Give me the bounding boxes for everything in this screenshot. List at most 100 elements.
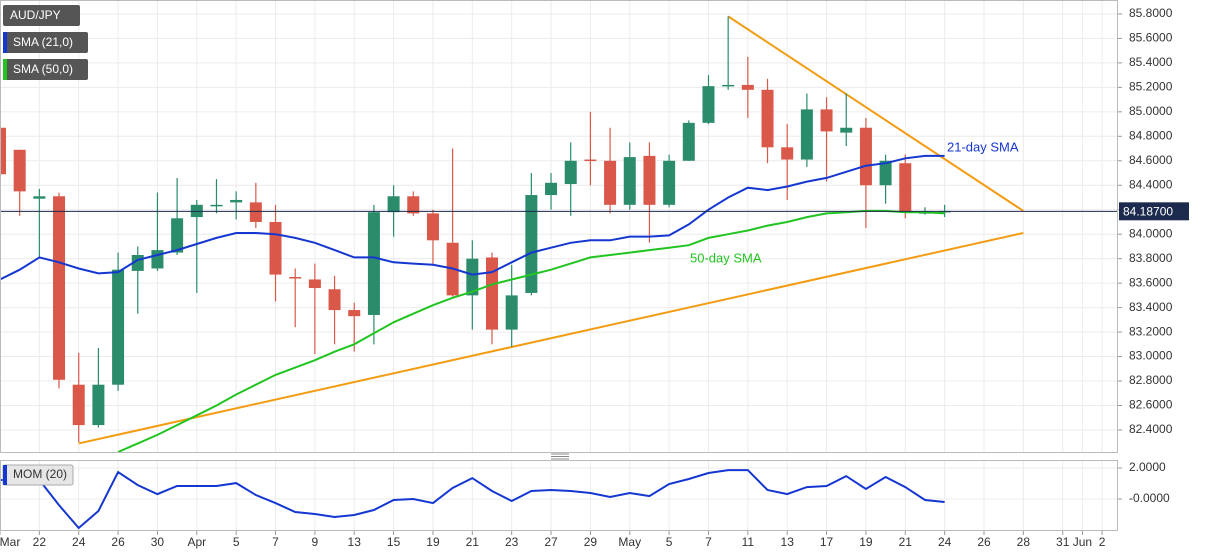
x-tick-label: 24 <box>938 535 952 549</box>
x-tick-label: 11 <box>742 535 755 549</box>
price-panel <box>0 15 1024 452</box>
x-tick-label: 30 <box>151 535 165 549</box>
y-tick-label: 84.0000 <box>1129 226 1173 240</box>
trendline <box>78 231 1024 445</box>
candle-body <box>781 147 794 160</box>
x-tick-label: 9 <box>312 535 319 549</box>
x-tick-label: 2 <box>1099 535 1106 549</box>
candle-body <box>761 89 774 148</box>
annotation: 50-day SMA <box>690 250 762 265</box>
x-tick-label: 5 <box>666 535 673 549</box>
x-tick-label: 24 <box>72 535 86 549</box>
legend-swatch <box>3 465 7 485</box>
legend-box <box>3 32 88 53</box>
y-tick-label: 83.2000 <box>1129 324 1173 338</box>
candle-body <box>525 195 538 293</box>
x-tick-label: May <box>618 535 641 549</box>
series-line <box>117 209 945 452</box>
y-tick-label: 83.6000 <box>1129 275 1173 289</box>
annotation: 21-day SMA <box>947 139 1019 154</box>
trendline <box>727 15 1024 212</box>
x-tick-label: 5 <box>233 535 240 549</box>
candle-body <box>682 122 695 161</box>
x-tick-label: 13 <box>781 535 795 549</box>
panel-handle[interactable] <box>551 453 569 460</box>
candle-body <box>623 157 636 205</box>
candle-body <box>72 384 85 426</box>
y-tick-label: 83.4000 <box>1129 300 1173 314</box>
x-tick-label: Jun <box>1073 535 1092 549</box>
x-tick-label: 23 <box>505 535 519 549</box>
x-tick-label: 13 <box>348 535 362 549</box>
y-tick-label: -0.0000 <box>1129 491 1170 505</box>
y-tick-label: 85.0000 <box>1129 104 1173 118</box>
legend-swatch <box>3 32 7 53</box>
candle-body <box>328 289 341 311</box>
x-tick-label: 21 <box>899 535 913 549</box>
candle-body <box>604 160 617 205</box>
candle-body <box>289 277 302 279</box>
x-tick-label: 17 <box>820 535 834 549</box>
x-tick-label: Apr <box>187 535 206 549</box>
candle-body <box>741 84 754 90</box>
legend-swatch <box>3 59 7 80</box>
y-tick-label: 2.0000 <box>1129 460 1166 474</box>
x-tick-label: 19 <box>426 535 440 549</box>
candle-body <box>899 163 912 213</box>
y-tick-label: 85.4000 <box>1129 55 1173 69</box>
x-tick-label: 7 <box>705 535 712 549</box>
candle-body <box>840 127 853 133</box>
candle-body <box>171 218 184 253</box>
symbol: AUD/JPY <box>10 8 61 22</box>
candle-body <box>210 204 223 207</box>
candle-body <box>33 196 46 199</box>
y-tick-label: 84.4000 <box>1129 177 1173 191</box>
candle-body <box>800 109 813 160</box>
candle-body <box>879 160 892 186</box>
candle-body <box>702 86 715 123</box>
x-tick-label: 26 <box>977 535 991 549</box>
candle-body <box>112 269 125 385</box>
x-tick-label: 15 <box>387 535 401 549</box>
last-price-label: 84.18700 <box>1123 204 1173 218</box>
x-tick-label: 7 <box>272 535 279 549</box>
x-tick-label: 19 <box>859 535 873 549</box>
y-tick-label: 85.2000 <box>1129 80 1173 94</box>
symbol-box <box>3 5 80 26</box>
y-tick-label: 82.4000 <box>1129 422 1173 436</box>
candle-body <box>308 279 321 289</box>
candle-body <box>466 258 479 296</box>
candle-body <box>407 196 420 214</box>
candle-body <box>269 221 282 275</box>
x-tick-label: 28 <box>1017 535 1031 549</box>
last-price-box <box>1119 202 1189 221</box>
y-tick-label: 83.0000 <box>1129 349 1173 363</box>
candle-body <box>53 196 66 380</box>
candle-body <box>505 295 518 330</box>
x-tick-label: 29 <box>584 535 598 549</box>
candle-body <box>564 160 577 185</box>
momentum-frame <box>0 460 1118 531</box>
candle-body <box>230 199 243 203</box>
series-line <box>0 154 945 281</box>
x-tick-label: 21 <box>466 535 480 549</box>
legend-label: SMA (50,0) <box>13 62 73 76</box>
y-tick-label: 84.8000 <box>1129 128 1173 142</box>
candle-body <box>151 250 164 269</box>
candle-body <box>643 155 656 205</box>
candle-body <box>13 149 26 192</box>
candle-body <box>859 127 872 186</box>
y-tick-label: 85.8000 <box>1129 6 1173 20</box>
legend-label: MOM (20) <box>13 467 67 481</box>
candle-body <box>0 127 6 175</box>
candle-body <box>663 160 676 205</box>
candle-body <box>722 84 735 87</box>
y-tick-label: 84.6000 <box>1129 153 1173 167</box>
legend-label: SMA (21,0) <box>13 35 73 49</box>
series-line <box>0 469 945 530</box>
candle-body <box>348 310 361 317</box>
candle-body <box>367 212 380 315</box>
x-tick-label: 31 <box>1056 535 1070 549</box>
